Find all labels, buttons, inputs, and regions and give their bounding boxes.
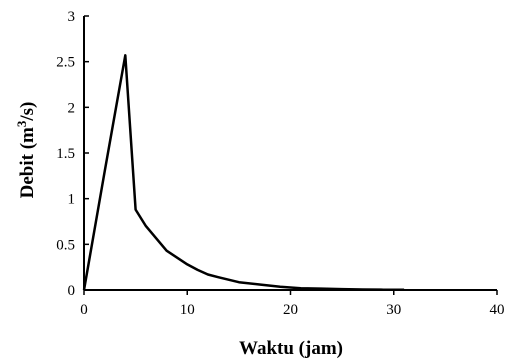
data-point [197, 269, 199, 271]
x-tick-label: 0 [80, 302, 88, 318]
x-tick-label: 30 [386, 302, 401, 318]
data-point [186, 263, 188, 265]
data-point [104, 170, 106, 172]
x-axis-ticks: 0 10 20 30 40 [80, 290, 505, 318]
data-point [145, 225, 147, 227]
y-axis-title-tail: /s) [17, 102, 38, 122]
data-point [279, 286, 281, 288]
data-point [207, 273, 209, 275]
y-axis-title-main: Debit (m [17, 127, 38, 198]
x-tick-label: 20 [283, 302, 298, 318]
x-tick-label: 40 [490, 302, 505, 318]
data-point [300, 287, 302, 289]
y-tick-label: 1 [68, 192, 76, 208]
y-tick-label: 2 [68, 100, 76, 116]
data-point [217, 276, 219, 278]
y-axis-title-superscript: 3 [14, 120, 29, 127]
x-axis-title: Waktu (jam) [239, 338, 343, 359]
x-tick-label: 10 [180, 302, 195, 318]
data-point [259, 284, 261, 286]
y-tick-label: 0.5 [56, 237, 75, 253]
data-point [238, 281, 240, 283]
y-tick-label: 3 [68, 9, 76, 25]
discharge-series-line [82, 54, 405, 292]
data-point [124, 54, 126, 56]
data-point [135, 209, 137, 211]
y-tick-label: 2.5 [56, 55, 75, 71]
y-tick-label: 1.5 [56, 146, 75, 162]
plot-area [82, 54, 405, 292]
data-point [320, 288, 322, 290]
y-axis-title: Debit (m3/s) [14, 102, 38, 199]
data-point [166, 250, 168, 252]
y-tick-label: 0 [68, 283, 76, 299]
